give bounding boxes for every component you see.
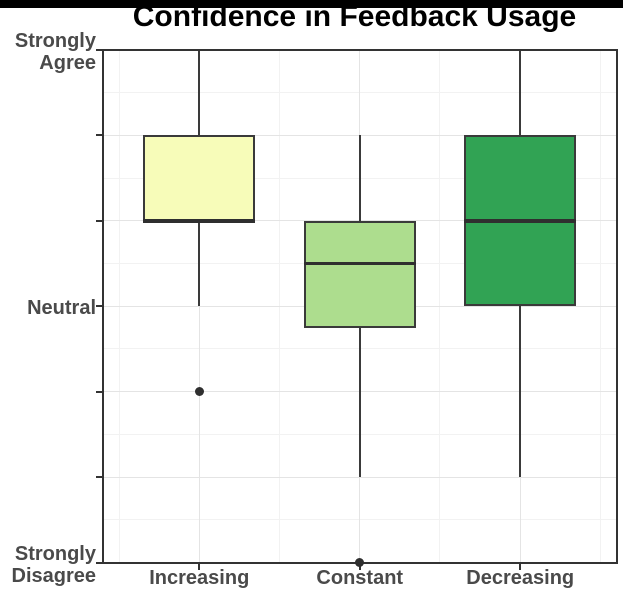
gridline-major-v <box>198 50 200 563</box>
whisker-upper-constant <box>358 135 361 221</box>
y-tick-mark <box>95 219 102 222</box>
whisker-lower-decreasing <box>519 306 522 478</box>
y-tick-mark <box>95 561 102 564</box>
x-tick-mark <box>519 564 522 570</box>
median-line-decreasing <box>464 219 577 223</box>
x-tick-mark <box>358 564 361 570</box>
x-tick-label-constant: Constant <box>316 567 404 589</box>
outlier-point-increasing <box>194 387 204 397</box>
y-tick-mark <box>95 476 102 479</box>
whisker-lower-increasing <box>198 220 201 307</box>
y-tick-label-strongly-disagree: Strongly Disagree <box>11 542 97 587</box>
median-line-increasing <box>143 219 256 223</box>
top-black-bar <box>0 0 623 8</box>
x-tick-label-increasing: Increasing <box>149 567 250 589</box>
y-tick-mark <box>95 305 102 308</box>
whisker-upper-increasing <box>198 50 201 136</box>
median-line-constant <box>303 261 416 266</box>
whisker-lower-constant <box>358 327 361 478</box>
y-tick-mark <box>95 49 102 51</box>
y-tick-mark <box>95 134 102 137</box>
box-constant <box>303 220 416 328</box>
x-tick-label-decreasing: Decreasing <box>466 567 575 589</box>
y-tick-label-strongly-agree: Strongly Agree <box>14 30 96 74</box>
y-tick-mark <box>95 390 102 393</box>
box-increasing <box>143 135 256 221</box>
y-tick-label-neutral: Neutral <box>27 297 96 320</box>
x-tick-mark <box>198 564 201 570</box>
whisker-upper-decreasing <box>519 50 522 136</box>
